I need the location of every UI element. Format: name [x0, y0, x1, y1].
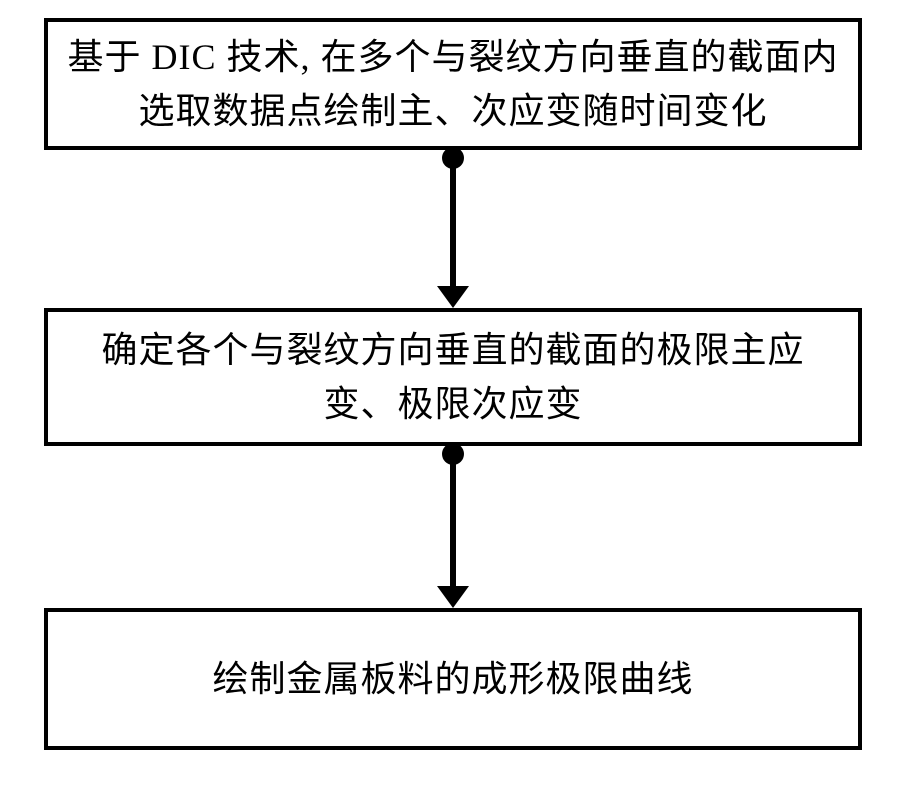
flowchart-node-3: 绘制金属板料的成形极限曲线 — [44, 608, 862, 750]
arrow-head-2 — [437, 586, 469, 608]
arrow-line-2 — [450, 454, 456, 586]
flowchart-node-1: 基于 DIC 技术, 在多个与裂纹方向垂直的截面内选取数据点绘制主、次应变随时间… — [44, 18, 862, 150]
flowchart-container: 基于 DIC 技术, 在多个与裂纹方向垂直的截面内选取数据点绘制主、次应变随时间… — [0, 0, 904, 798]
node-2-text: 确定各个与裂纹方向垂直的截面的极限主应变、极限次应变 — [66, 323, 840, 431]
arrow-line-1 — [450, 158, 456, 286]
node-3-text: 绘制金属板料的成形极限曲线 — [212, 652, 693, 706]
node-1-text: 基于 DIC 技术, 在多个与裂纹方向垂直的截面内选取数据点绘制主、次应变随时间… — [66, 30, 840, 138]
arrow-head-1 — [437, 286, 469, 308]
flowchart-node-2: 确定各个与裂纹方向垂直的截面的极限主应变、极限次应变 — [44, 308, 862, 446]
